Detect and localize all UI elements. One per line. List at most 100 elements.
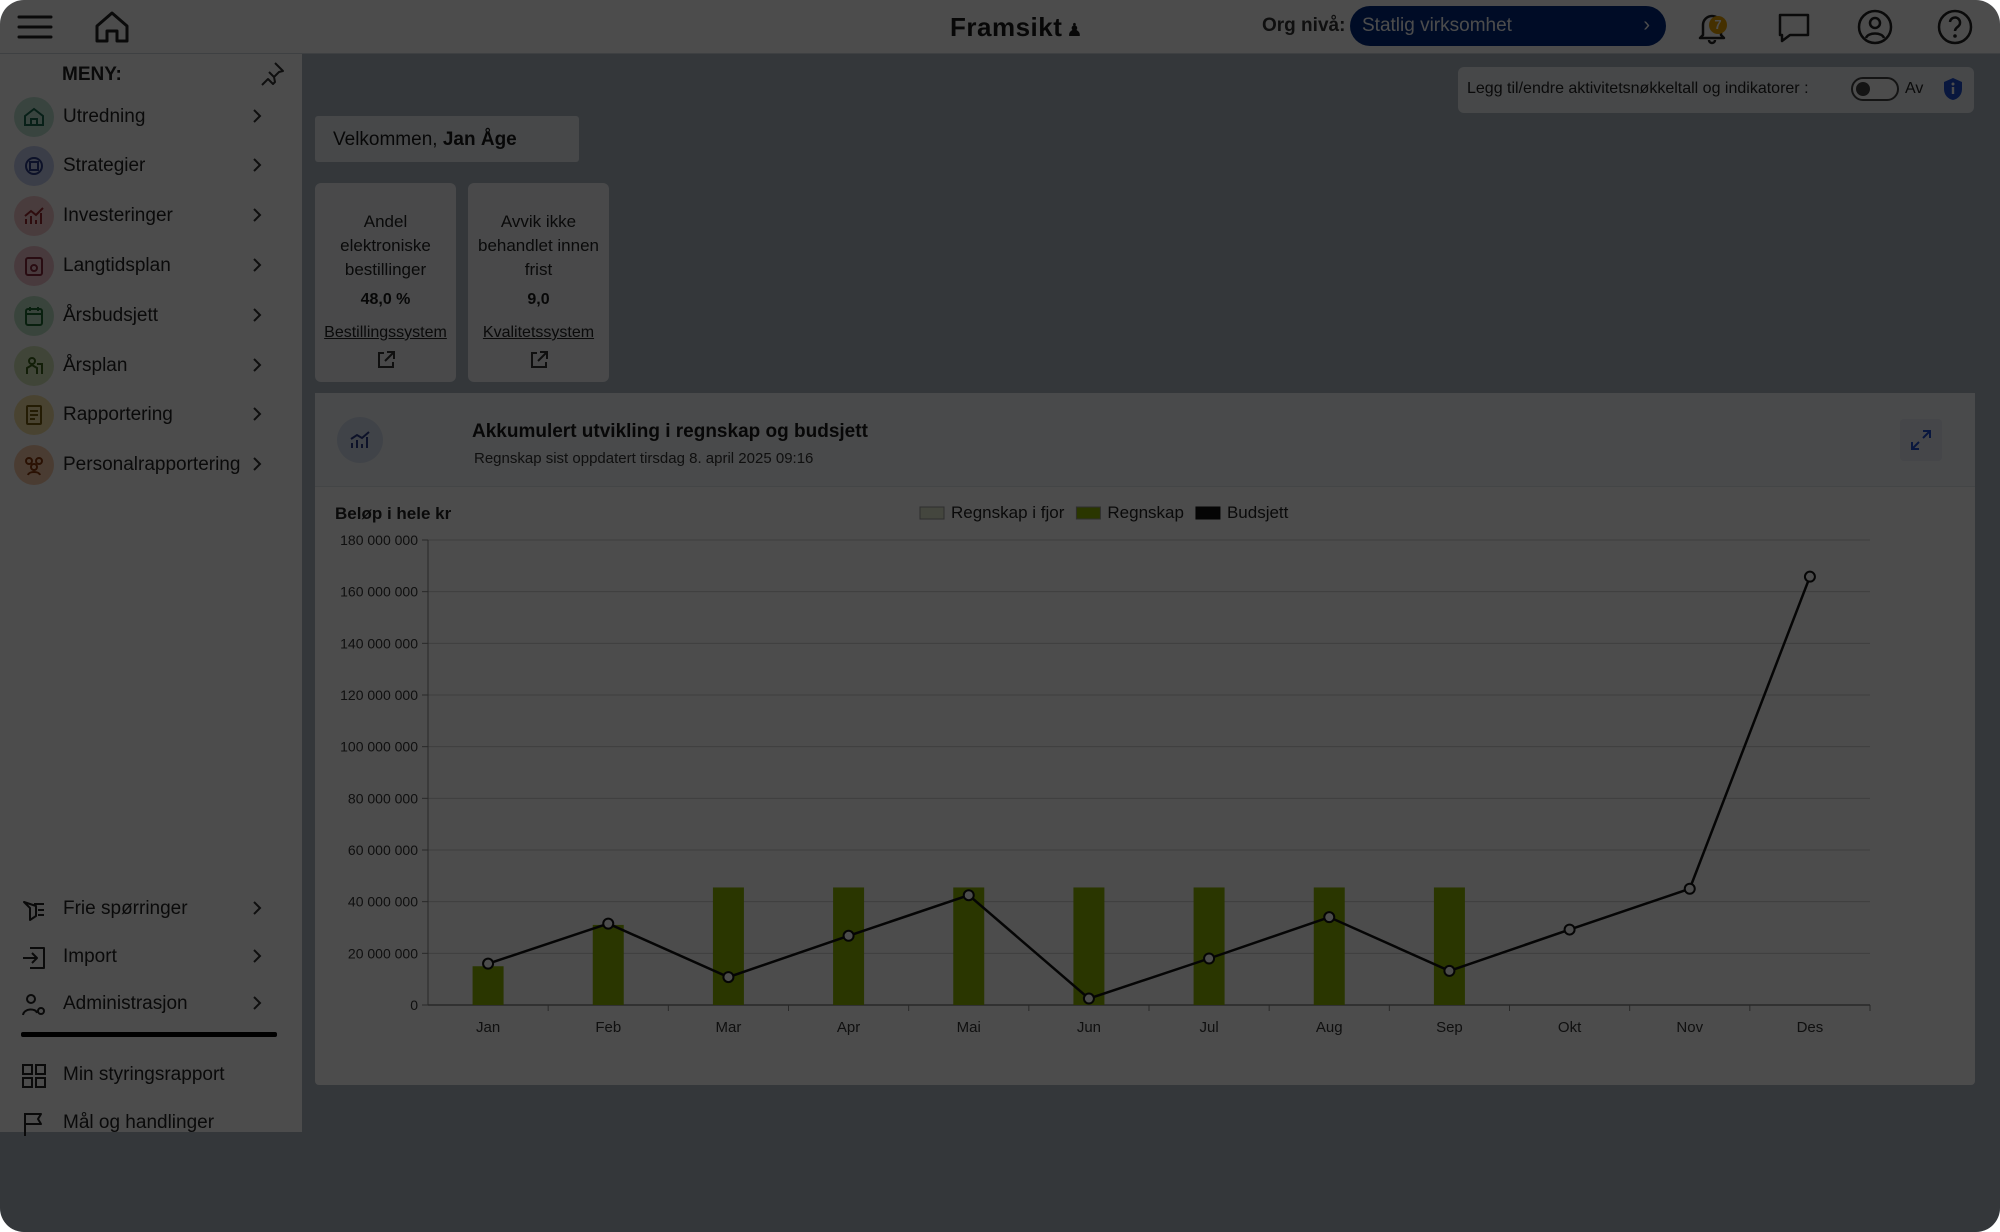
sidebar-item-personalrapportering[interactable]: Personalrapportering xyxy=(0,442,302,488)
query-icon xyxy=(23,901,44,921)
investeringer-icon xyxy=(14,196,54,236)
sidebar: MENY: Utredning Strategier Investeringer xyxy=(0,54,302,1136)
budget-line xyxy=(487,576,1812,1000)
indicator-toggle-switch[interactable] xyxy=(1851,77,1899,101)
sidebar-divider xyxy=(21,1032,277,1037)
bar xyxy=(1433,887,1465,1005)
sidebar-item-label: Investeringer xyxy=(63,205,173,226)
y-tick-label: 20 000 000 xyxy=(348,945,418,961)
langtidsplan-icon xyxy=(14,246,54,286)
sidebar-item-investeringer[interactable]: Investeringer xyxy=(0,193,302,239)
sidebar-item-label: Utredning xyxy=(63,106,146,127)
chevron-right-icon xyxy=(253,457,262,471)
chevron-right-icon: › xyxy=(1643,14,1650,36)
chart-card-icon xyxy=(337,417,383,463)
menu-icon[interactable] xyxy=(15,7,55,47)
user-icon[interactable] xyxy=(1855,7,1895,47)
top-bar: Framsikt ♟ Org nivå: Statlig virksomhet ›… xyxy=(0,0,2000,54)
x-tick-label: Aug xyxy=(1316,1019,1343,1036)
budget-point xyxy=(482,957,495,970)
sidebar-item-label: Frie spørringer xyxy=(63,898,188,919)
y-tick-label: 60 000 000 xyxy=(348,842,418,858)
chevron-right-icon xyxy=(253,258,262,272)
sidebar-item-label: Import xyxy=(63,946,117,967)
kpi-value: 48,0 % xyxy=(360,291,411,308)
sidebar-item-label: Personalrapportering xyxy=(63,454,241,475)
legend-swatch xyxy=(1075,506,1101,520)
brand-logo: Framsikt ♟ xyxy=(950,12,1083,43)
x-tick-label: Des xyxy=(1797,1019,1824,1036)
brand-mark-icon: ♟ xyxy=(1066,20,1084,40)
y-axis-label: Beløp i hele kr xyxy=(335,504,452,523)
help-icon[interactable] xyxy=(1935,7,1975,47)
budget-point xyxy=(1803,570,1816,583)
kpi-source-link[interactable]: Kvalitetssystem xyxy=(482,324,595,341)
sidebar-item-rapportering[interactable]: Rapportering xyxy=(0,392,302,438)
chevron-right-icon xyxy=(253,109,262,123)
budget-point xyxy=(1082,992,1095,1005)
sidebar-item-langtidsplan[interactable]: Langtidsplan xyxy=(0,243,302,289)
external-link-icon[interactable] xyxy=(375,349,397,371)
chart-title: Akkumulert utvikling i regnskap og budsj… xyxy=(472,421,868,442)
org-level-select[interactable]: Statlig virksomhet › xyxy=(1350,6,1666,46)
bar xyxy=(712,887,744,1005)
budget-point xyxy=(962,889,975,902)
x-tick-label: Jun xyxy=(1077,1019,1101,1036)
sidebar-item-arsplan[interactable]: Årsplan xyxy=(0,343,302,389)
chart-plot: Beløp i hele kr Regnskap i fjor Regnskap Bu… xyxy=(335,503,1871,1036)
arsplan-icon xyxy=(14,346,54,386)
sidebar-item-label: Langtidsplan xyxy=(63,255,171,276)
budget-point xyxy=(1683,882,1696,895)
org-level-value: Statlig virksomhet xyxy=(1362,15,1512,36)
sidebar-item-administrasjon[interactable]: Administrasjon xyxy=(0,981,302,1027)
sidebar-item-frie-sporringer[interactable]: Frie spørringer xyxy=(0,886,302,932)
x-tick-label: Mai xyxy=(957,1019,981,1036)
budget-point xyxy=(1203,952,1216,965)
sidebar-item-arsbudsjett[interactable]: Årsbudsjett xyxy=(0,293,302,339)
flag-icon xyxy=(24,1113,42,1136)
expand-button[interactable] xyxy=(1900,419,1942,461)
welcome-name: Jan Åge xyxy=(442,129,517,150)
y-tick-label: 40 000 000 xyxy=(348,894,418,910)
sidebar-item-strategier[interactable]: Strategier xyxy=(0,143,302,189)
budget-point xyxy=(1323,911,1336,924)
legend-label: Budsjett xyxy=(1227,503,1289,522)
sidebar-item-utredning[interactable]: Utredning xyxy=(0,94,302,140)
indicator-toggle-label: Legg til/endre aktivitetsnøkkeltall og i… xyxy=(1467,80,1809,97)
rapportering-icon xyxy=(14,395,54,435)
info-icon[interactable] xyxy=(1942,77,1964,101)
y-tick-label: 100 000 000 xyxy=(340,739,418,755)
kpi-title: Avvik ikke behandlet innen frist xyxy=(477,212,599,279)
kpi-value: 9,0 xyxy=(527,291,550,308)
welcome-prefix: Velkommen, xyxy=(333,129,438,150)
expand-icon xyxy=(1911,430,1931,450)
sidebar-item-import[interactable]: Import xyxy=(0,934,302,980)
budget-point xyxy=(842,929,855,942)
toggle-state-label: Av xyxy=(1905,80,1924,97)
bar xyxy=(592,924,624,1005)
chevron-right-icon xyxy=(253,996,262,1010)
kpi-card: Andel elektroniske bestillinger 48,0 % B… xyxy=(315,183,456,382)
chevron-right-icon xyxy=(253,949,262,963)
sidebar-link-label: Min styringsrapport xyxy=(63,1064,225,1085)
sidebar-link-min-styringsrapport[interactable]: Min styringsrapport xyxy=(0,1052,302,1098)
indicator-toggle-panel: Legg til/endre aktivitetsnøkkeltall og i… xyxy=(1458,67,1974,113)
chart-card-header: Akkumulert utvikling i regnskap og budsj… xyxy=(315,393,1975,487)
kpi-source-link[interactable]: Bestillingssystem xyxy=(324,324,447,341)
welcome-banner: Velkommen, Jan Åge xyxy=(315,116,579,162)
external-link-icon[interactable] xyxy=(528,349,550,371)
sidebar-link-mal-og-handlinger[interactable]: Mål og handlinger xyxy=(0,1100,302,1146)
chevron-right-icon xyxy=(253,901,262,915)
x-tick-label: Nov xyxy=(1676,1019,1703,1036)
kpi-title: Andel elektroniske bestillinger xyxy=(340,212,431,279)
chat-icon[interactable] xyxy=(1774,7,1814,47)
x-tick-label: Jul xyxy=(1199,1019,1218,1036)
chevron-right-icon xyxy=(253,158,262,172)
pin-icon[interactable] xyxy=(258,60,286,88)
home-icon[interactable] xyxy=(92,7,132,47)
legend-swatch xyxy=(1195,506,1221,520)
bar xyxy=(833,887,865,1005)
chart-card: Akkumulert utvikling i regnskap og budsj… xyxy=(315,393,1975,1085)
x-tick-label: Okt xyxy=(1558,1019,1582,1036)
